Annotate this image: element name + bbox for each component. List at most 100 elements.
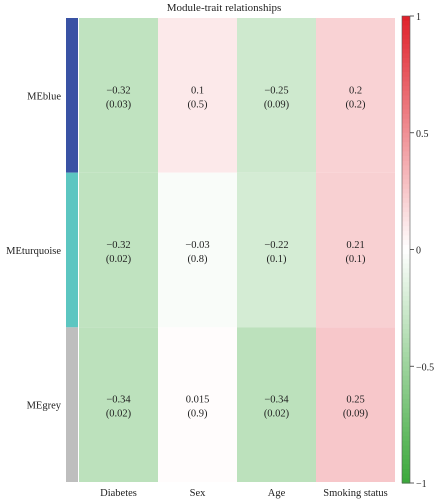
colorbar-slice <box>402 333 410 339</box>
column-label: Smoking status <box>323 488 387 499</box>
colorbar-slice <box>402 389 410 395</box>
colorbar-tick-label: 1 <box>416 12 421 23</box>
heatmap-cell <box>237 172 316 328</box>
cell-correlation-label: −0.34 <box>264 395 289 406</box>
chart-title: Module-trait relationships <box>167 2 282 14</box>
colorbar-slice <box>402 188 410 195</box>
colorbar-slice <box>402 272 410 279</box>
cell-pvalue-label: (0.02) <box>264 409 290 420</box>
heatmap-cell <box>316 18 395 173</box>
cell-pvalue-label: (0.9) <box>187 409 208 420</box>
colorbar-slice <box>402 440 410 447</box>
module-color-bar-meblue <box>66 18 78 173</box>
colorbar-slice <box>402 67 410 73</box>
colorbar-slice <box>402 422 410 428</box>
colorbar-slice <box>402 48 410 54</box>
heatmap-cell <box>316 172 395 328</box>
colorbar-slice <box>402 338 410 344</box>
heatmap-cell <box>158 172 237 328</box>
heatmap-cell <box>79 172 158 328</box>
colorbar-slice <box>402 282 410 288</box>
colorbar-slice <box>402 62 410 68</box>
cell-pvalue-label: (0.03) <box>106 99 132 110</box>
colorbar-slice <box>402 445 410 451</box>
cell-correlation-label: −0.25 <box>264 85 288 96</box>
colorbar-slice <box>402 216 410 223</box>
colorbar-slice <box>402 450 410 456</box>
heatmap-cells <box>79 18 395 482</box>
cell-pvalue-label: (0.8) <box>187 254 208 265</box>
cell-correlation-label: 0.015 <box>186 395 210 406</box>
colorbar-slice <box>402 468 410 475</box>
cell-correlation-label: 0.2 <box>349 85 362 96</box>
colorbar-slice <box>402 356 410 363</box>
colorbar-slice <box>402 179 410 185</box>
module-color-bar-meturquoise <box>66 172 78 328</box>
cell-pvalue-label: (0.02) <box>106 409 132 420</box>
colorbar-slice <box>402 25 410 31</box>
colorbar-slice <box>402 366 410 372</box>
colorbar-slice <box>402 30 410 36</box>
module-color-bars <box>66 18 78 482</box>
colorbar-tick-label: −0.5 <box>416 362 434 373</box>
colorbar-slice <box>402 240 410 246</box>
colorbar-tick-label: 0 <box>416 246 421 257</box>
colorbar-slice <box>402 100 410 106</box>
colorbar-slice <box>402 431 410 437</box>
colorbar-slice <box>402 263 410 269</box>
colorbar-slice <box>402 361 410 367</box>
colorbar-slice <box>402 221 410 227</box>
colorbar-slice <box>402 76 410 82</box>
colorbar-slice <box>402 58 410 64</box>
cell-correlation-label: −0.22 <box>264 240 288 251</box>
colorbar-slice <box>402 16 410 22</box>
colorbar-slice <box>402 459 410 465</box>
colorbar-slice <box>402 226 410 232</box>
colorbar-slice <box>402 296 410 302</box>
colorbar-slice <box>402 305 410 311</box>
colorbar-slice <box>402 310 410 316</box>
heatmap-cell <box>79 18 158 173</box>
colorbar-slice <box>402 426 410 433</box>
column-label: Sex <box>190 488 207 499</box>
colorbar-slice <box>402 118 410 125</box>
colorbar-slice <box>402 277 410 283</box>
colorbar-slice <box>402 235 410 241</box>
colorbar-slice <box>402 142 410 148</box>
colorbar-slice <box>402 193 410 199</box>
colorbar: 1 0.5 0 −0.5 −1 <box>401 12 434 490</box>
colorbar-slice <box>402 123 410 129</box>
cell-correlation-label: −0.32 <box>106 240 130 251</box>
cell-correlation-label: −0.34 <box>106 395 131 406</box>
colorbar-slice <box>402 258 410 265</box>
colorbar-slice <box>402 300 410 307</box>
colorbar-slice <box>402 72 410 78</box>
cell-pvalue-label: (0.5) <box>187 99 208 110</box>
colorbar-slice <box>402 473 410 479</box>
row-label: MEturquoise <box>6 246 61 257</box>
colorbar-slice <box>402 342 410 349</box>
colorbar-slice <box>402 319 410 325</box>
colorbar-slice <box>402 375 410 381</box>
colorbar-slice <box>402 39 410 45</box>
colorbar-slice <box>402 412 410 419</box>
colorbar-slice <box>402 328 410 335</box>
colorbar-slice <box>402 352 410 358</box>
cell-correlation-label: 0.1 <box>191 85 204 96</box>
colorbar-slice <box>402 380 410 386</box>
heatmap-cell <box>158 18 237 173</box>
colorbar-slice <box>402 249 410 255</box>
colorbar-tick-label: 0.5 <box>416 129 429 140</box>
colorbar-slice <box>402 165 410 171</box>
cell-pvalue-label: (0.2) <box>345 99 366 110</box>
colorbar-slice <box>402 436 410 442</box>
colorbar-slice <box>402 109 410 115</box>
column-label: Diabetes <box>100 488 137 499</box>
colorbar-tick-label: −1 <box>416 479 427 490</box>
colorbar-slice <box>402 95 410 101</box>
colorbar-slice <box>402 44 410 50</box>
colorbar-slice <box>402 244 410 251</box>
row-label: MEblue <box>27 91 61 102</box>
colorbar-slice <box>402 291 410 297</box>
